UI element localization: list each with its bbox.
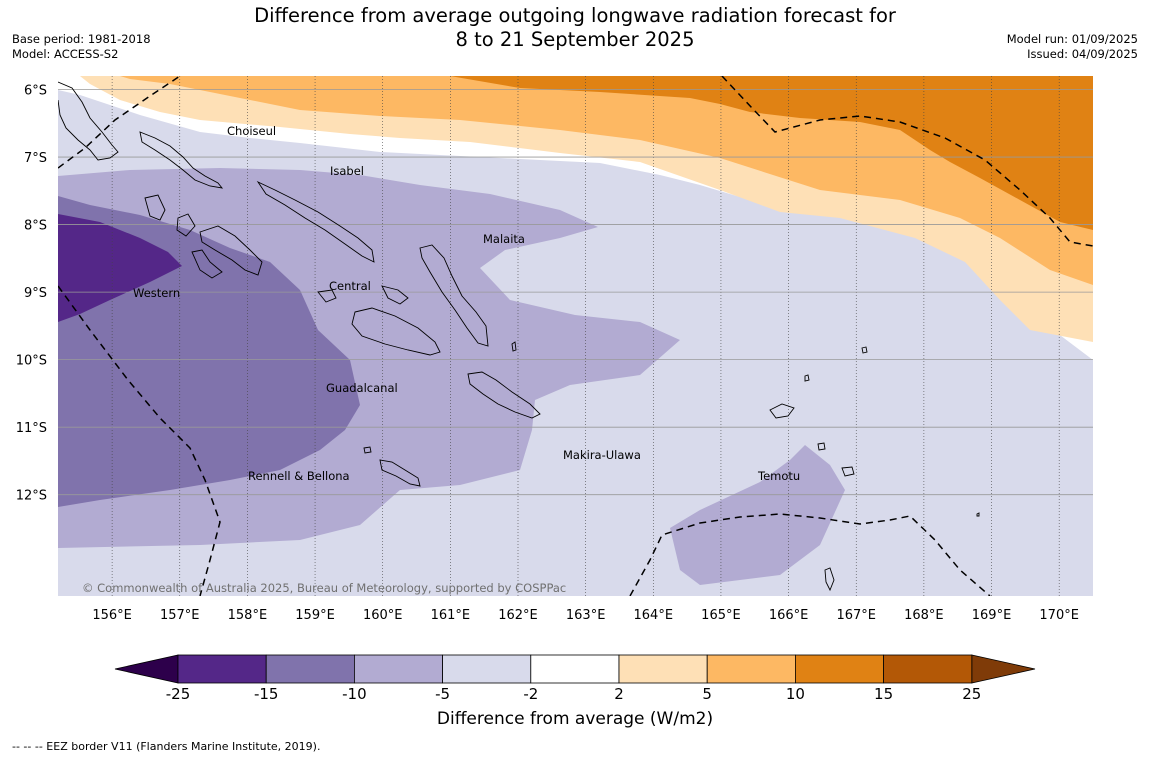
colorbar-tick-label: -2 xyxy=(523,685,538,703)
longitude-label: 166°E xyxy=(769,608,809,623)
colorbar-segment xyxy=(795,654,885,684)
colorbar-tick-label: -15 xyxy=(254,685,279,703)
orange-strong xyxy=(450,76,1093,230)
ndende-island xyxy=(511,341,980,592)
label-isabel: Isabel xyxy=(330,164,364,178)
colorbar-tick-label: -5 xyxy=(435,685,450,703)
eez-border xyxy=(58,76,1093,596)
longitude-label: 160°E xyxy=(363,608,403,623)
coastlines xyxy=(58,81,980,592)
colorbar-segment xyxy=(442,654,532,684)
colorbar-segment xyxy=(618,654,708,684)
eez-legend: -- -- -- EEZ border V11 (Flanders Marine… xyxy=(12,740,321,753)
bougainville-coast xyxy=(58,81,119,161)
colorbar-segment xyxy=(353,654,443,684)
longitude-labels: 156°E 157°E 158°E 159°E 160°E 161°E 162°E 163°E… xyxy=(92,608,1079,623)
copyright-note: © Commonwealth of Australia 2025, Bureau… xyxy=(82,581,566,595)
purple-dark-field xyxy=(58,214,182,322)
orange-mid xyxy=(120,76,1093,285)
latitude-labels: 6°S 7°S 8°S 9°S 10°S 11°S 12°S xyxy=(16,84,47,504)
temotu-purple-field xyxy=(670,445,845,585)
latitude-label: 12°S xyxy=(16,489,47,504)
colorbar-segment xyxy=(530,654,620,684)
eez-border-south xyxy=(629,513,991,596)
longitude-label: 168°E xyxy=(904,608,944,623)
colorbar-tick-label: -10 xyxy=(342,685,367,703)
colorbar-tick-label: -25 xyxy=(166,685,191,703)
new-georgia-islands xyxy=(144,194,263,276)
issued-date: Issued: 04/09/2025 xyxy=(1027,47,1138,61)
latitude-label: 7°S xyxy=(24,151,47,166)
map-title: Difference from average outgoing longwav… xyxy=(0,4,1150,52)
colorbar-segment xyxy=(706,654,796,684)
colorbar-under-arrow xyxy=(114,654,179,684)
model-run: Model run: 01/09/2025 xyxy=(1006,32,1138,46)
rendova-island xyxy=(191,249,223,279)
meta-left: Base period: 1981-2018 Model: ACCESS-S2 xyxy=(12,32,151,62)
longitude-label: 170°E xyxy=(1039,608,1079,623)
colorbar-tick-label: 5 xyxy=(702,685,712,703)
colorbar-tick-label: 15 xyxy=(874,685,893,703)
malaita-island xyxy=(419,244,489,347)
longitude-label: 167°E xyxy=(836,608,876,623)
eez-border-north xyxy=(58,76,181,169)
choiseul-island xyxy=(139,131,224,189)
colorbar-tick-label: 2 xyxy=(614,685,624,703)
colorbar-tick-label: 10 xyxy=(786,685,805,703)
colorbar-segment xyxy=(177,654,267,684)
latitude-label: 9°S xyxy=(24,286,47,301)
longitude-label: 156°E xyxy=(92,608,132,623)
eez-border-northeast xyxy=(721,76,1093,247)
makira-island xyxy=(467,371,541,419)
longitude-label: 165°E xyxy=(701,608,741,623)
map-field xyxy=(58,76,1093,596)
model-name: Model: ACCESS-S2 xyxy=(12,47,119,61)
russell-islands xyxy=(317,285,409,305)
longitude-label: 163°E xyxy=(566,608,606,623)
label-rennell-bellona: Rennell & Bellona xyxy=(248,469,350,483)
colorbar-title: Difference from average (W/m2) xyxy=(436,709,714,729)
label-makira-ulawa: Makira-Ulawa xyxy=(563,448,641,462)
label-choiseul: Choiseul xyxy=(227,124,276,138)
latitude-label: 10°S xyxy=(16,354,47,369)
label-malaita: Malaita xyxy=(483,232,525,246)
colorbar: -25 -15 -10 -5 -2 2 5 10 15 25 xyxy=(114,654,1036,703)
label-western: Western xyxy=(133,286,180,300)
colorbar-tick-label: 25 xyxy=(962,685,981,703)
label-guadalcanal: Guadalcanal xyxy=(326,381,398,395)
colorbar-over-arrow xyxy=(971,654,1036,684)
title-line-2: 8 to 21 September 2025 xyxy=(455,28,695,51)
guadalcanal-island xyxy=(351,307,441,356)
label-temotu: Temotu xyxy=(757,469,800,483)
longitude-label: 164°E xyxy=(634,608,674,623)
longitude-label: 169°E xyxy=(972,608,1012,623)
longitude-label: 161°E xyxy=(431,608,471,623)
base-period: Base period: 1981-2018 xyxy=(12,32,151,46)
forecast-map: Choiseul Isabel Malaita Western Central … xyxy=(16,76,1093,703)
gridlines xyxy=(58,76,1093,596)
colorbar-segment xyxy=(883,654,973,684)
isabel-island xyxy=(256,180,375,263)
longitude-label: 157°E xyxy=(160,608,200,623)
title-line-1: Difference from average outgoing longwav… xyxy=(254,4,896,27)
place-labels: Choiseul Isabel Malaita Western Central … xyxy=(133,124,800,483)
longitude-label: 159°E xyxy=(295,608,335,623)
longitude-label: 158°E xyxy=(228,608,268,623)
colorbar-segment xyxy=(265,654,355,684)
rennell-island xyxy=(363,446,421,487)
latitude-label: 11°S xyxy=(16,421,47,436)
meta-right: Model run: 01/09/2025 Issued: 04/09/2025 xyxy=(1007,32,1138,62)
latitude-label: 8°S xyxy=(24,219,47,234)
longitude-label: 162°E xyxy=(498,608,538,623)
latitude-label: 6°S xyxy=(24,84,47,99)
eez-border-west xyxy=(58,285,221,596)
label-central: Central xyxy=(329,279,371,293)
